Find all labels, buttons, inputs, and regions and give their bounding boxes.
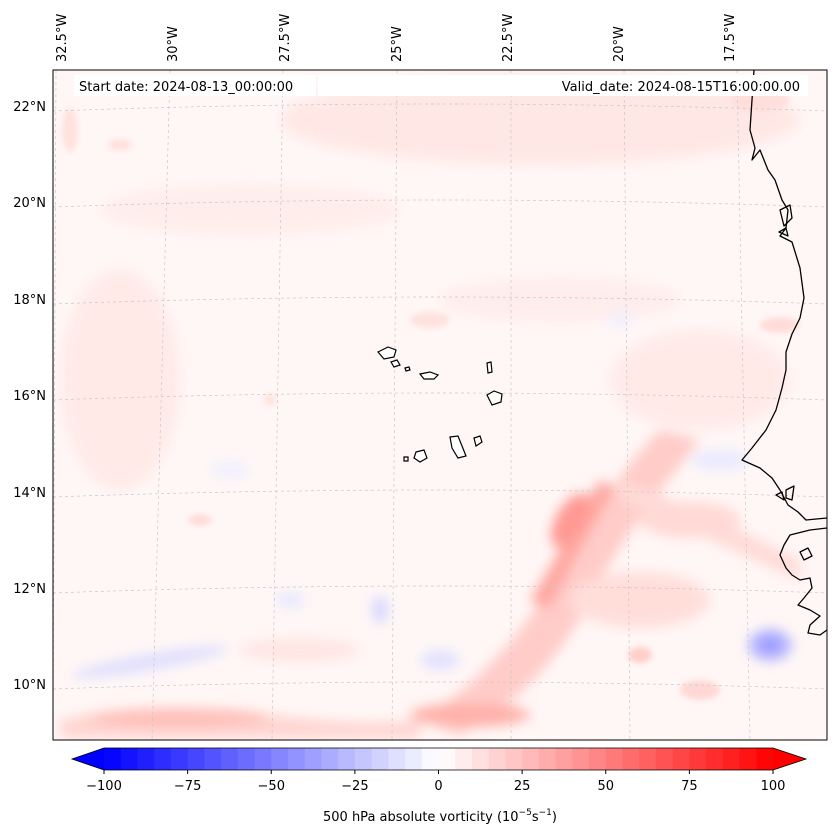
colorbar-swatch [589,748,607,770]
colorbar-swatch [756,748,774,770]
colorbar-swatch [287,748,306,770]
lat-label-20n: 20°N [13,196,46,211]
colorbar-swatch [739,748,757,770]
island-santo-antao [377,346,397,360]
colorbar-tick-label: 100 [761,779,786,794]
island-santa-luzia [404,366,411,372]
start-date-label: Start date: 2024-08-13_00:00:00 [79,80,293,95]
island-santiago [449,435,467,459]
island-sal [486,361,493,374]
colorbar-tick-label: −25 [341,779,368,794]
colorbar-swatch [120,748,139,770]
colorbar-swatch [605,748,624,770]
colorbar-swatch [187,748,205,770]
colorbar-label-prefix: 500 hPa absolute vorticity (10 [323,810,519,825]
colorbar-swatch [689,748,707,770]
lat-label-16n: 16°N [13,389,46,404]
colorbar-swatch [338,748,356,770]
valid-date-box [318,75,808,96]
guinea-coastline [779,527,827,636]
colorbar-swatch [722,748,741,770]
colorbar-tick-label: −100 [86,779,122,794]
lat-label-18n: 18°N [13,293,46,308]
colorbar-swatch [555,748,573,770]
colorbar-swatch [388,748,406,770]
colorbar-swatch [471,748,490,770]
colorbar-swatch [371,748,389,770]
colorbar-swatch [154,748,172,770]
colorbar-label-exp1: −5 [519,808,532,818]
colorbar-swatch [221,748,239,770]
colorbar-swatch [438,748,456,770]
lon-label-32.5w: 32.5°W [55,14,70,62]
colorbar: −100 −75 −50 −25 0 25 50 75 100 [70,747,808,794]
colorbar-swatch [170,748,189,770]
lon-label-27.5w: 27.5°W [278,14,293,62]
colorbar-label-suffix: ) [552,810,557,825]
colorbar-swatch [321,748,339,770]
colorbar-swatch [455,748,473,770]
lat-label-14n: 14°N [13,486,46,501]
colorbar-label-exp2: −1 [539,808,552,818]
colorbar-swatch [104,748,122,770]
colorbar-label: 500 hPa absolute vorticity (10−5s−1) [323,808,557,825]
colorbar-swatch [405,748,423,770]
island-boa-vista [486,390,503,406]
colorbar-extend-low [72,748,104,770]
lat-label-12n: 12°N [13,582,46,597]
latitude-labels: 22°N 20°N 18°N 16°N 14°N 12°N 10°N [13,100,46,693]
island-fogo [413,449,428,463]
longitude-labels: 32.5°W 30°W 27.5°W 25°W 22.5°W 20°W 17.5… [55,14,738,62]
colorbar-swatch [639,748,657,770]
colorbar-swatch [421,748,440,770]
africa-coastline [741,70,827,521]
colorbar-swatch [672,748,690,770]
map-frame [52,69,828,741]
colorbar-tick-label: 50 [597,779,614,794]
colorbar-swatch [522,748,540,770]
colorbar-swatch [204,748,222,770]
colorbar-swatch [304,748,323,770]
colorbar-swatch [538,748,557,770]
colorbar-swatch [505,748,523,770]
island-sao-nicolau [418,371,440,380]
colorbar-tick-label: −75 [174,779,201,794]
colorbar-tick-label: 25 [514,779,531,794]
lat-label-22n: 22°N [13,100,46,115]
lon-label-20w: 20°W [612,26,627,62]
colorbar-swatch [254,748,272,770]
lon-label-17.5w: 17.5°W [723,14,738,62]
colorbar-swatch [237,748,256,770]
lat-label-10n: 10°N [13,678,46,693]
colorbar-swatch [488,748,507,770]
colorbar-tick-label: 75 [681,779,698,794]
lon-label-30w: 30°W [166,26,181,62]
lon-label-25w: 25°W [390,26,405,62]
start-date-box [74,75,316,96]
island-brava [403,456,409,462]
colorbar-swatch [271,748,289,770]
colorbar-tick-label: 0 [434,779,442,794]
colorbar-swatch [706,748,724,770]
colorbar-label-mid: s [532,810,539,825]
colorbar-swatch [354,748,373,770]
cape-verde-islands [377,346,503,463]
vorticity-field [53,70,827,740]
lon-label-22.5w: 22.5°W [501,14,516,62]
colorbar-swatch [622,748,640,770]
colorbar-tick-label: −50 [258,779,285,794]
valid-date-label: Valid_date: 2024-08-15T16:00:00.00 [562,80,800,95]
island-maio [473,435,483,447]
colorbar-swatch [572,748,590,770]
colorbar-swatch [137,748,155,770]
colorbar-swatch [655,748,674,770]
island-sao-vicente [390,359,401,368]
colorbar-extend-high [773,748,806,770]
